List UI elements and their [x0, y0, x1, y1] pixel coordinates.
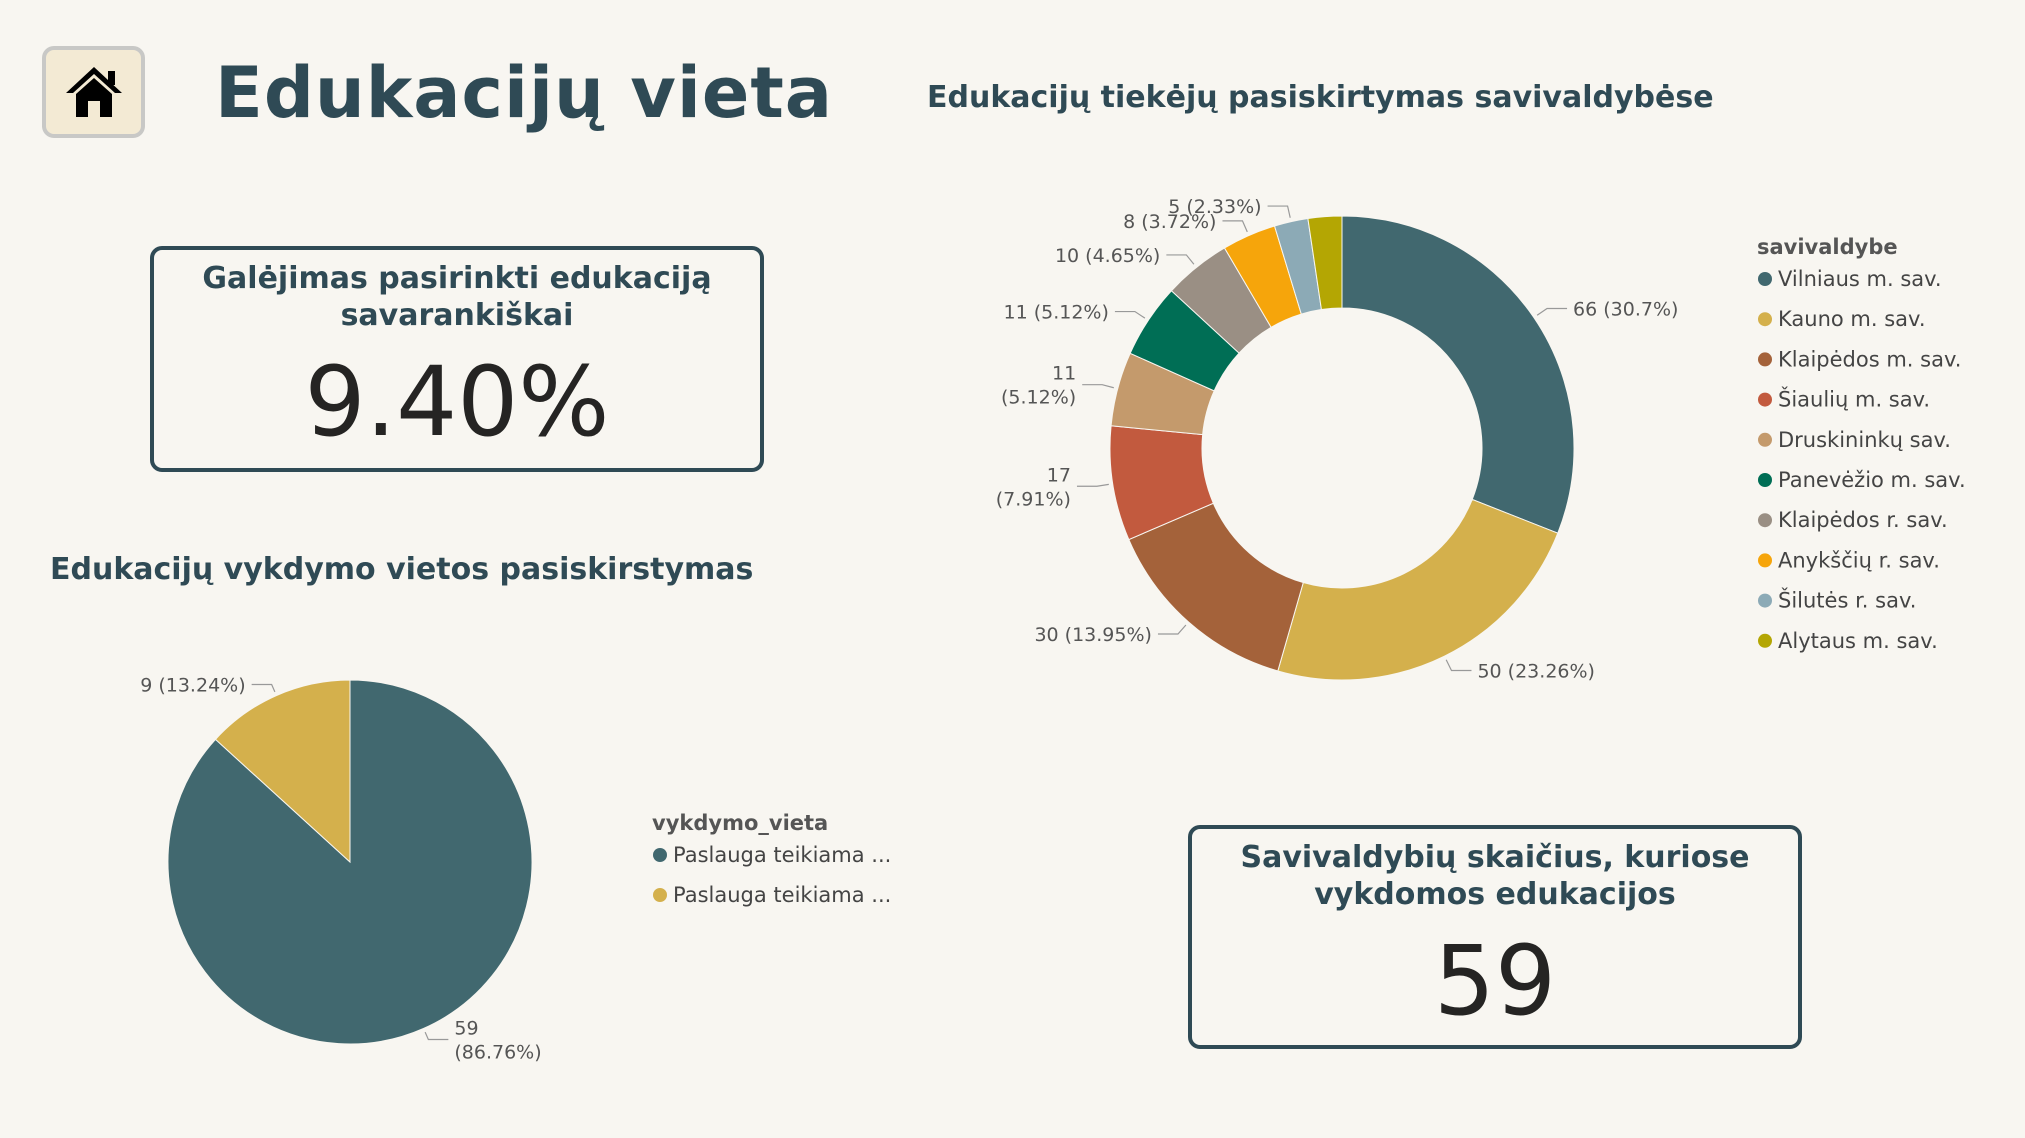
home-icon [65, 67, 122, 117]
home-button[interactable] [42, 46, 145, 138]
data-label: 5 (2.33%) [1168, 196, 1261, 218]
kpi-card-municipalities: Savivaldybių skaičius, kuriose vykdomos … [1188, 825, 1802, 1049]
kpi-card-self-select: Galėjimas pasirinkti edukaciją savaranki… [150, 246, 764, 472]
donut-chart: 66 (30.7%) 50 (23.26%) 30 (13.95%) 17 (7.91%… [996, 196, 1966, 683]
data-label: 17 (7.91%) [996, 464, 1071, 510]
data-label-leader [1076, 483, 1109, 487]
page-title: Edukacijų vieta [215, 52, 834, 134]
legend-item[interactable]: Šilutės r. sav. [1778, 588, 1916, 613]
legend-item[interactable]: Alytaus m. sav. [1778, 629, 1938, 653]
legend-title: vykdymo_vieta [652, 811, 828, 835]
data-label: 30 (13.95%) [1034, 624, 1152, 646]
legend-marker [1758, 392, 1772, 407]
kpi-value: 9.40% [304, 346, 610, 458]
kpi-title: Galėjimas pasirinkti edukaciją savaranki… [202, 261, 712, 333]
legend-item[interactable]: Anykščių r. sav. [1778, 548, 1940, 572]
data-label-leader [1114, 310, 1146, 319]
data-label: 59 (86.76%) [454, 1017, 541, 1063]
data-label-leader [1082, 384, 1114, 389]
kpi-title: Savivaldybių skaičius, kuriose vykdomos … [1240, 840, 1750, 912]
pie-chart: 59 (86.76%) 9 (13.24%) vykdymo_vieta Paslaug… [140, 675, 891, 1064]
slice-10[interactable] [1307, 215, 1343, 311]
slice-2[interactable] [1277, 498, 1559, 681]
legend-item[interactable]: Druskininkų sav. [1778, 428, 1951, 452]
data-label: 8 (3.72%) [1123, 211, 1216, 233]
legend-marker [1758, 432, 1772, 447]
legend-item[interactable]: Klaipėdos m. sav. [1778, 347, 1961, 371]
legend-marker [1758, 513, 1772, 528]
data-label-leader [1157, 624, 1187, 635]
pie-chart-title: Edukacijų vykdymo vietos pasiskirstymas [50, 552, 754, 587]
data-label: 10 (4.65%) [1055, 245, 1160, 267]
data-label-leader [1166, 254, 1195, 265]
data-label: 66 (30.7%) [1573, 299, 1678, 321]
legend-marker [1758, 352, 1772, 367]
legend-item[interactable]: Šiaulių m. sav. [1778, 387, 1930, 412]
legend-marker [1758, 272, 1772, 286]
data-label: 11 (5.12%) [1001, 363, 1076, 409]
slice-2[interactable] [214, 679, 351, 864]
data-label: 11 (5.12%) [1004, 302, 1109, 324]
data-label: 50 (23.26%) [1477, 661, 1595, 683]
legend-item[interactable]: Kauno m. sav. [1778, 307, 1926, 331]
data-label-leader [1445, 659, 1472, 672]
data-label-leader [1222, 220, 1248, 233]
legend-marker [1758, 473, 1772, 487]
legend-item[interactable]: Paslauga teikiama ... [673, 883, 891, 907]
donut-chart-title: Edukacijų tiekėjų pasiskirtymas savivald… [927, 80, 1714, 115]
legend-item[interactable]: Paslauga teikiama ... [673, 843, 891, 867]
slice-1[interactable] [1341, 215, 1575, 534]
data-label-leader [1267, 205, 1291, 218]
legend-title: savivaldybe [1757, 235, 1898, 259]
legend-marker [1758, 593, 1772, 608]
legend-item[interactable]: Panevėžio m. sav. [1778, 468, 1966, 492]
legend-marker [1758, 633, 1772, 648]
legend-marker [653, 848, 667, 862]
legend-item[interactable]: Klaipėdos r. sav. [1778, 508, 1948, 532]
legend-item[interactable]: Vilniaus m. sav. [1778, 267, 1942, 291]
kpi-value: 59 [1433, 925, 1557, 1037]
legend-marker [653, 888, 667, 902]
data-label-leader [1536, 307, 1568, 316]
legend-marker [1758, 312, 1772, 327]
data-label-leader [251, 683, 276, 693]
legend-marker [1758, 553, 1772, 568]
data-label: 9 (13.24%) [140, 675, 245, 697]
data-label-leader [424, 1031, 449, 1041]
